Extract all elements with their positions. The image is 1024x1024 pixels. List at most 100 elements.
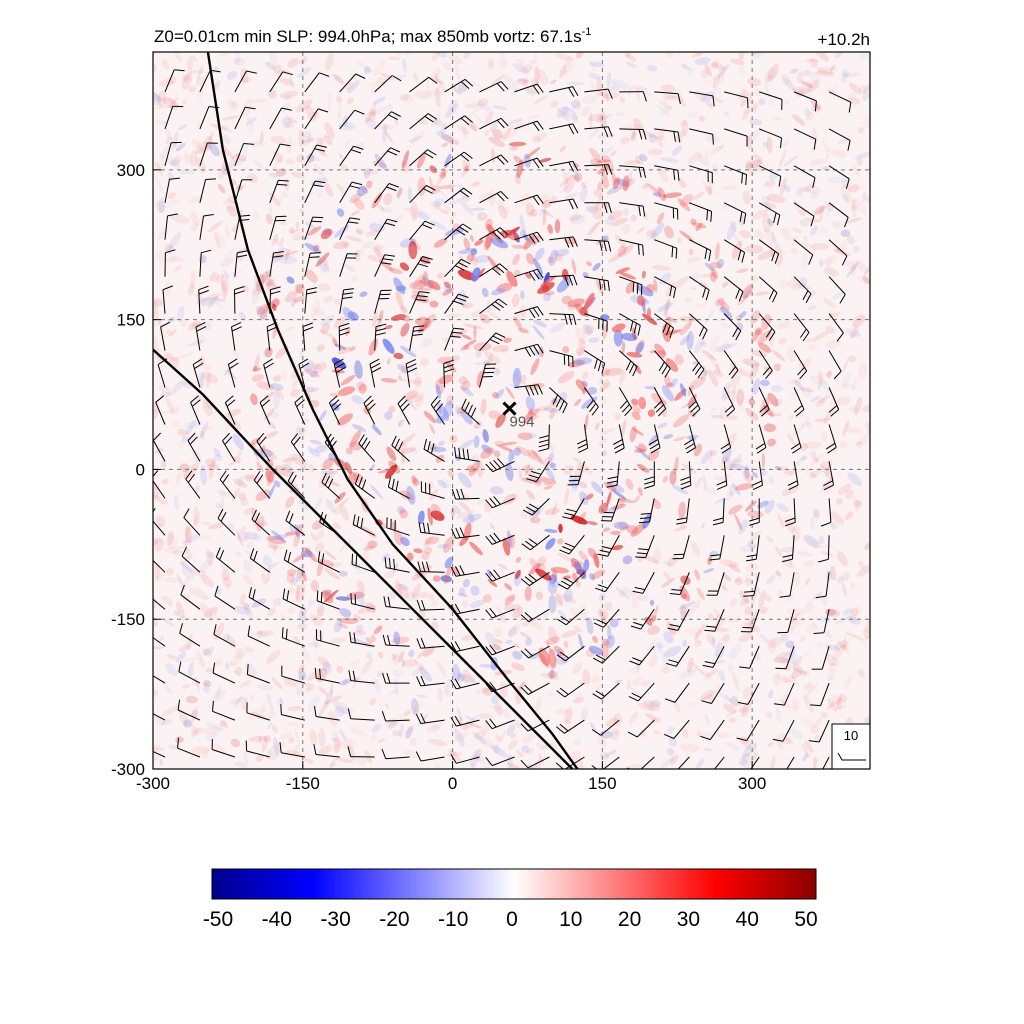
vorticity-patch xyxy=(408,135,423,143)
vorticity-patch xyxy=(841,582,848,598)
vorticity-patch xyxy=(547,256,554,264)
wind-barb xyxy=(828,128,851,151)
vorticity-patch xyxy=(173,549,183,556)
vorticity-patch xyxy=(309,439,322,445)
vorticity-patch xyxy=(355,249,361,262)
vorticity-patch xyxy=(399,490,414,501)
vorticity-patch xyxy=(632,427,644,436)
vorticity-patch xyxy=(369,734,377,742)
wind-barb xyxy=(514,343,544,357)
vorticity-patch xyxy=(231,274,239,281)
vorticity-patch xyxy=(299,423,308,441)
vorticity-patch xyxy=(738,311,747,319)
vorticity-patch xyxy=(561,106,578,121)
vorticity-patch xyxy=(169,159,181,167)
vorticity-patch xyxy=(693,89,707,101)
vorticity-patch xyxy=(821,166,830,172)
vorticity-patch xyxy=(557,107,571,123)
vorticity-patch xyxy=(852,495,860,514)
vorticity-patch xyxy=(222,133,231,145)
vorticity-patch xyxy=(589,60,596,72)
vorticity-patch xyxy=(592,212,604,220)
vorticity-patch xyxy=(780,737,792,745)
wind-barb xyxy=(549,313,577,326)
vorticity-patch xyxy=(264,431,279,439)
vorticity-patch xyxy=(493,627,503,638)
vorticity-patch xyxy=(554,655,568,665)
vorticity-patch xyxy=(578,633,584,650)
vorticity-patch xyxy=(284,250,298,256)
wind-barb xyxy=(654,128,681,143)
vorticity-patch xyxy=(659,666,671,674)
vorticity-patch xyxy=(173,141,180,152)
vorticity-patch xyxy=(377,651,384,659)
vorticity-patch xyxy=(565,475,584,487)
vorticity-patch xyxy=(170,156,182,166)
vorticity-patch xyxy=(266,721,273,730)
vorticity-patch xyxy=(680,63,690,70)
vorticity-patch xyxy=(307,668,323,681)
vorticity-patch xyxy=(438,208,449,215)
vorticity-patch xyxy=(499,681,508,698)
vorticity-patch xyxy=(738,757,751,768)
vorticity-patch xyxy=(840,694,848,703)
vorticity-patch xyxy=(318,283,331,292)
vorticity-patch xyxy=(306,135,314,144)
vorticity-patch xyxy=(530,209,538,217)
wind-barb xyxy=(397,395,411,425)
wind-barb xyxy=(825,424,837,454)
vorticity-patch xyxy=(511,452,515,460)
vorticity-patch xyxy=(186,435,202,443)
vorticity-patch xyxy=(160,145,171,160)
wind-barb xyxy=(374,75,402,93)
vorticity-patch xyxy=(281,457,298,463)
vorticity-patch xyxy=(586,261,592,267)
wind-barb xyxy=(654,165,680,181)
vorticity-patch xyxy=(426,724,441,733)
vorticity-patch xyxy=(154,162,164,176)
vorticity-patch xyxy=(477,100,494,114)
vorticity-patch xyxy=(400,93,410,101)
wind-barb xyxy=(162,285,173,314)
vorticity-patch xyxy=(657,167,669,182)
vorticity-patch xyxy=(680,523,688,530)
wind-barb xyxy=(314,706,340,721)
vorticity-patch xyxy=(813,756,817,769)
wind-barb xyxy=(190,395,201,425)
wind-barb xyxy=(199,214,214,240)
vorticity-patch xyxy=(436,169,448,186)
vorticity-patch xyxy=(773,657,790,664)
wind-barb xyxy=(689,239,712,261)
vorticity-patch xyxy=(434,78,445,85)
vorticity-patch xyxy=(745,500,757,512)
vorticity-patch xyxy=(792,668,807,674)
vorticity-patch xyxy=(554,253,564,262)
vorticity-patch xyxy=(690,286,697,290)
vorticity-patch xyxy=(618,371,627,385)
wind-barb xyxy=(248,586,271,610)
vorticity-patch xyxy=(575,581,581,588)
vorticity-patch xyxy=(179,168,195,175)
vorticity-patch xyxy=(520,511,528,520)
vorticity-patch xyxy=(559,145,567,153)
vorticity-patch xyxy=(721,184,739,191)
wind-barb xyxy=(514,306,544,319)
wind-barb xyxy=(269,107,292,130)
vorticity-patch xyxy=(235,647,244,654)
wind-barb xyxy=(409,220,435,241)
vorticity-patch xyxy=(424,536,434,547)
vorticity-patch xyxy=(305,104,317,122)
wind-barb xyxy=(758,313,776,341)
vorticity-patch xyxy=(387,56,399,61)
colorbar xyxy=(211,868,817,900)
vorticity-patch xyxy=(710,334,720,354)
wind-barb xyxy=(444,293,469,314)
vorticity-patch xyxy=(190,211,200,226)
vorticity-patch xyxy=(842,383,857,390)
vorticity-patch xyxy=(187,340,204,347)
vorticity-patch xyxy=(160,460,167,468)
vorticity-patch xyxy=(230,738,240,748)
vorticity-patch xyxy=(346,97,354,105)
vorticity-patch xyxy=(846,235,855,245)
vorticity-patch xyxy=(285,158,296,165)
